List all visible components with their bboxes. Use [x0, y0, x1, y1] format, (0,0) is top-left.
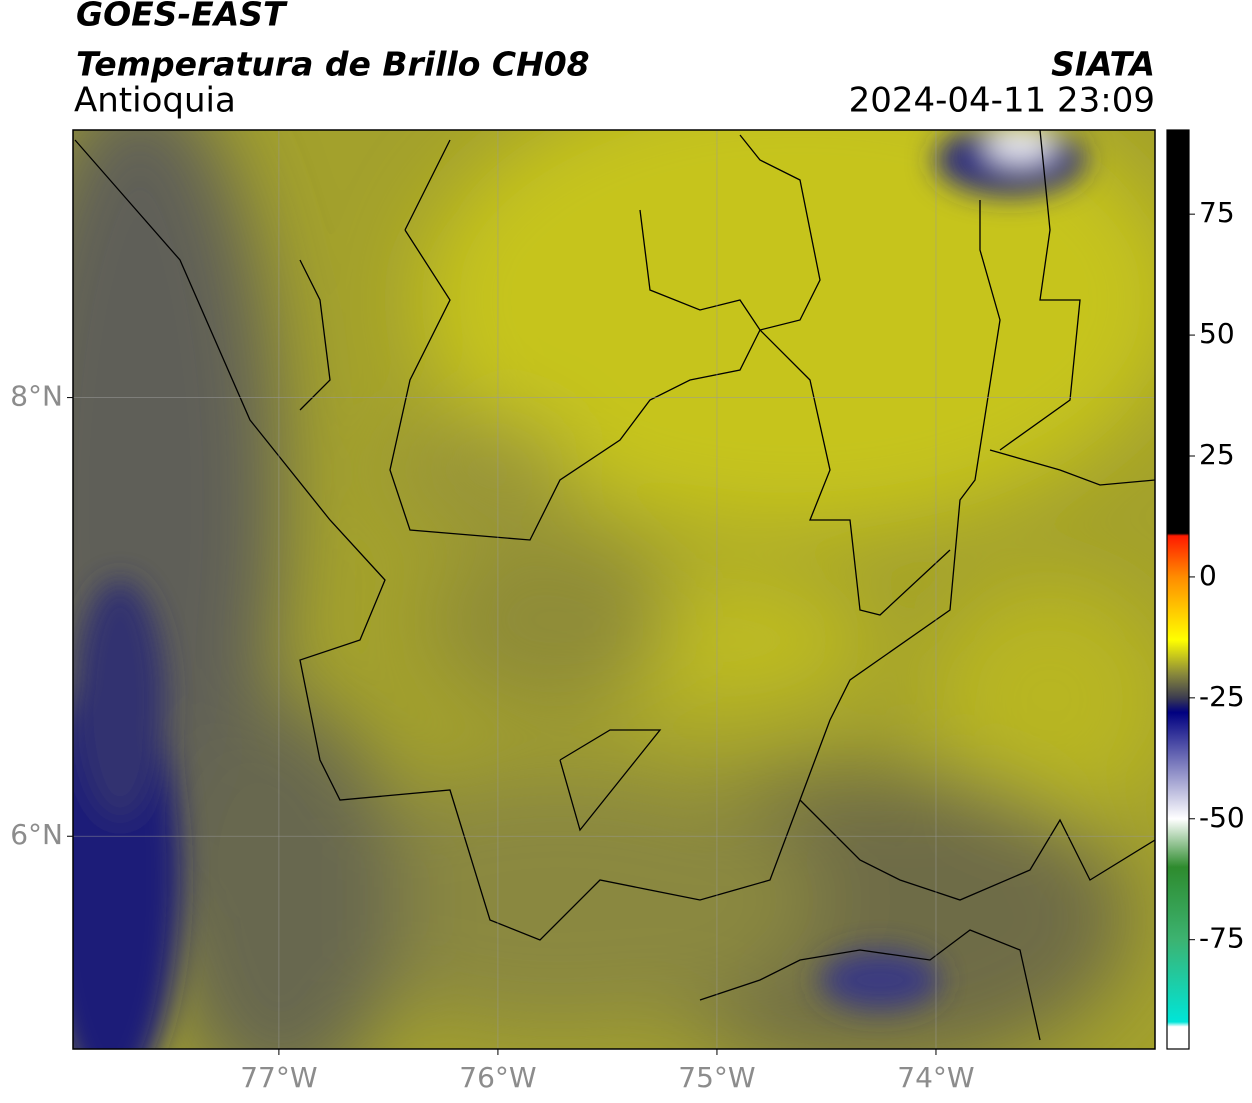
colorbar-tick-label: -75	[1199, 922, 1245, 955]
subtitle: Temperatura de Brillo CH08	[76, 45, 590, 84]
colorbar-tick-label: 50	[1199, 317, 1235, 350]
colorbar-tick-label: 75	[1199, 196, 1235, 229]
y-tick-label: 6°N	[10, 818, 63, 851]
x-tick-label: 75°W	[678, 1061, 755, 1094]
colorbar-tick-label: 25	[1199, 438, 1235, 471]
y-tick-label: 8°N	[10, 380, 63, 413]
x-tick-label: 77°W	[240, 1061, 317, 1094]
colorbar	[1166, 129, 1190, 1050]
source: SIATA	[1051, 45, 1155, 84]
colorbar-tick-label: 0	[1199, 559, 1217, 592]
map-frame	[72, 129, 1156, 1050]
x-tick-label: 74°W	[897, 1061, 974, 1094]
x-tick-label: 76°W	[459, 1061, 536, 1094]
datetime: 2024-04-11 23:09	[849, 81, 1155, 121]
region: Antioquia	[74, 81, 236, 121]
colorbar-tick-label: -25	[1199, 680, 1245, 713]
map-image	[73, 130, 1155, 1049]
borders	[74, 130, 1155, 1041]
title: GOES-EAST	[76, 0, 288, 34]
colorbar-tick-label: -50	[1199, 801, 1245, 834]
